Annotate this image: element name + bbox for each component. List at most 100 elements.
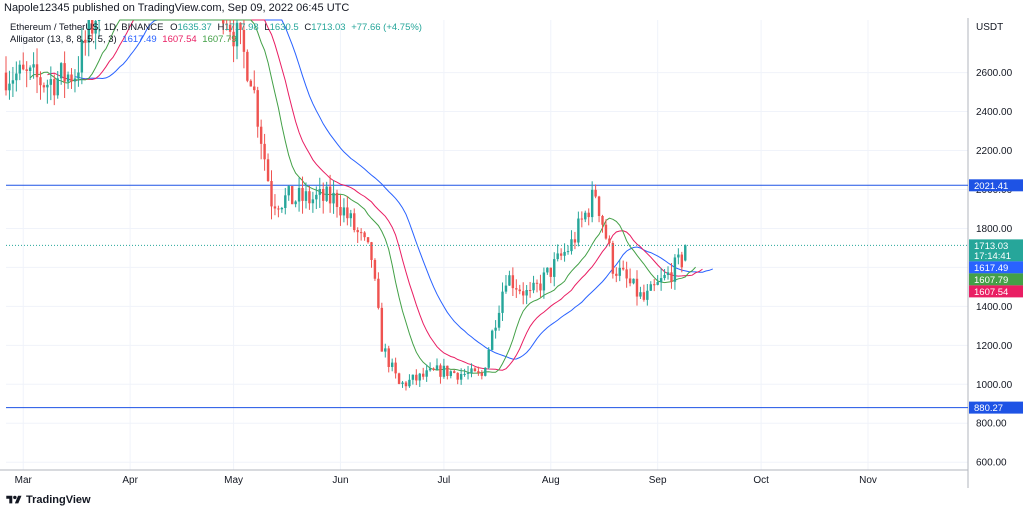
legend-alligator-row: Alligator (13, 8, 8, 5, 5, 3) 1617.49 16… <box>10 34 422 46</box>
countdown-label: 17:14:41 <box>974 251 1011 262</box>
candle-up <box>418 373 421 381</box>
level-price-label: 880.27 <box>974 403 1003 414</box>
candle-down <box>84 39 87 43</box>
candle-up <box>49 79 53 85</box>
candle-down <box>539 283 542 291</box>
candle-up <box>494 327 497 331</box>
candle-down <box>404 382 408 387</box>
candle-down <box>549 267 552 277</box>
candle-up <box>87 20 90 43</box>
candle-down <box>415 374 418 381</box>
candle-up <box>656 282 659 285</box>
candle-up <box>501 291 504 313</box>
y-tick-label: 2400.00 <box>976 107 1013 118</box>
candle-up <box>77 72 80 79</box>
y-tick-label: 1000.00 <box>976 380 1013 391</box>
legend: Ethereum / TetherUS, 1D, BINANCE O1635.3… <box>10 22 422 46</box>
x-tick-label: Jun <box>332 475 348 486</box>
level-price-label: 2021.41 <box>974 181 1008 192</box>
candle-down <box>653 284 656 286</box>
alligator-lips-value: 1607.79 <box>202 34 237 45</box>
candle-down <box>273 206 277 209</box>
candle-up <box>497 312 501 328</box>
x-tick-label: Aug <box>542 475 560 486</box>
candle-down <box>359 232 363 234</box>
candle-up <box>563 251 566 256</box>
x-tick-label: Oct <box>753 475 769 486</box>
candle-up <box>487 349 490 368</box>
candle-down <box>301 187 304 201</box>
x-tick-label: Sep <box>649 475 667 486</box>
candle-up <box>649 284 652 291</box>
candle-up <box>684 245 687 261</box>
candle-down <box>635 278 639 297</box>
ohlc-l-label: L <box>264 22 270 33</box>
candle-up <box>318 188 321 195</box>
candle-down <box>290 186 294 205</box>
candle-down <box>397 373 401 384</box>
candle-up <box>287 186 290 196</box>
indicator-price-label: 1607.54 <box>974 287 1008 298</box>
publisher-line: Napole12345 published on TradingView.com… <box>4 2 350 14</box>
candle-down <box>356 230 359 233</box>
alligator-label[interactable]: Alligator (13, 8, 8, 5, 5, 3) <box>10 34 117 45</box>
ohlc-h-label: H <box>217 22 225 33</box>
candle-down <box>559 253 563 256</box>
candle-up <box>639 292 642 297</box>
candle-down <box>453 371 456 373</box>
x-tick-label: May <box>224 475 243 486</box>
candle-down <box>277 208 280 210</box>
candle-down <box>370 242 373 260</box>
current-price-tag <box>969 239 1023 262</box>
candle-down <box>535 282 539 284</box>
candlestick-chart[interactable]: USDT 600.00 800.00 1000.00 1200.00 1400.00 160… <box>0 18 1024 488</box>
candle-up <box>390 362 394 367</box>
candle-down <box>346 207 349 219</box>
candle-down <box>480 372 484 376</box>
candle-up <box>342 207 346 216</box>
ohlc-c-label: C <box>304 22 312 33</box>
candle-up <box>59 63 63 79</box>
candle-up <box>66 74 70 82</box>
candle-down <box>70 74 73 82</box>
candle-up <box>384 348 387 352</box>
candle-up <box>435 365 439 370</box>
chart-area[interactable]: USDT 600.00 800.00 1000.00 1200.00 1400.00 160… <box>0 18 1024 488</box>
candle-down <box>308 191 311 204</box>
candle-up <box>546 267 549 273</box>
candle-up <box>28 67 32 72</box>
candle-up <box>570 239 573 252</box>
candle-up <box>590 189 594 218</box>
candle-down <box>573 239 577 243</box>
candle-up <box>8 83 11 91</box>
candle-up <box>646 290 649 300</box>
candle-up <box>97 20 101 21</box>
candle-down <box>446 365 449 377</box>
alligator-jaw-value: 1617.49 <box>122 34 157 45</box>
candle-up <box>304 191 308 201</box>
candle-down <box>225 23 228 25</box>
candle-up <box>618 267 621 276</box>
candle-down <box>477 371 480 373</box>
candle-up <box>553 259 556 277</box>
candle-up <box>11 80 15 84</box>
symbol-label[interactable]: Ethereum / TetherUS, 1D, BINANCE <box>10 22 164 33</box>
candle-down <box>608 238 611 244</box>
footer-brand[interactable]: TradingView <box>6 494 91 506</box>
candle-up <box>73 78 77 82</box>
candle-down <box>256 90 259 127</box>
y-tick-label: 600.00 <box>976 458 1007 469</box>
candle-up <box>280 207 284 210</box>
candle-down <box>625 269 628 279</box>
y-tick-label: 2600.00 <box>976 68 1013 79</box>
candle-up <box>46 84 49 88</box>
y-tick-label: 1200.00 <box>976 341 1013 352</box>
candle-up <box>532 282 535 291</box>
candle-down <box>587 212 590 218</box>
indicator-price-tag <box>969 285 1023 298</box>
indicator-price-label: 1607.79 <box>974 275 1008 286</box>
candle-down <box>515 288 518 290</box>
ohlc-open: 1635.37 <box>177 22 212 33</box>
candle-down <box>270 181 273 207</box>
candle-down <box>597 196 601 217</box>
